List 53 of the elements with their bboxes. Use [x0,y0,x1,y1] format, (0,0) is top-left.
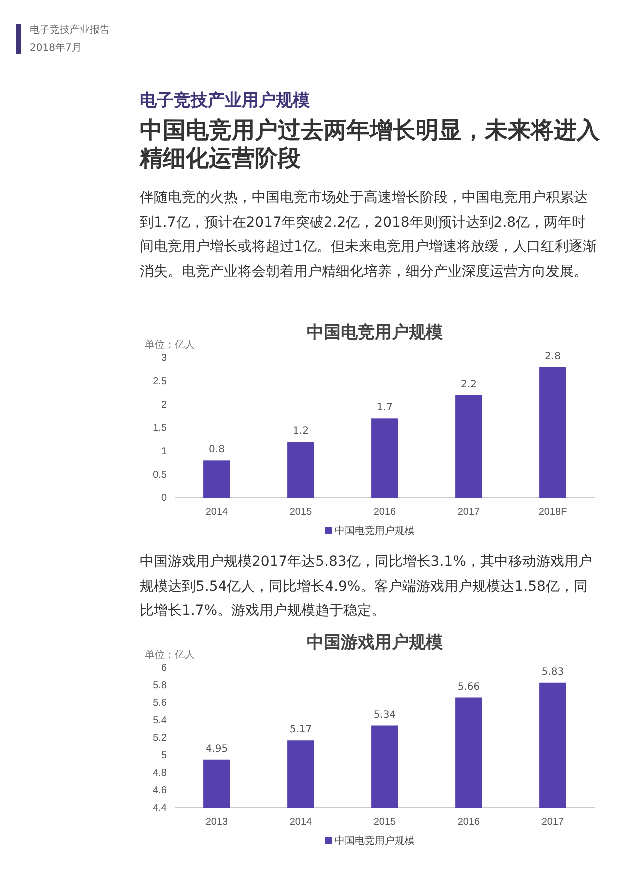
x-tick-label: 2017 [542,817,565,828]
x-tick-label: 2015 [374,817,397,828]
data-label: 5.34 [374,710,396,721]
chart-title: 中国电竞用户规模 [307,323,443,343]
text: 电子竞技产业用户规模 [140,90,311,112]
y-tick-label: 5.8 [153,680,168,692]
x-tick-label: 2013 [206,817,229,828]
x-tick-label: 2014 [206,507,229,518]
x-tick-label: 2017 [458,507,481,518]
text: 2018年7月 [30,42,83,55]
y-axis-title: 单位：亿人 [145,649,195,661]
x-tick-label: 2016 [374,507,397,518]
y-tick-label: 2.5 [153,376,168,388]
y-axis-title: 单位：亿人 [145,339,195,351]
y-tick-label: 0 [161,493,168,504]
y-tick-label: 6 [161,663,168,674]
bar [204,460,230,498]
y-tick-label: 5 [161,750,168,762]
y-tick-label: 1 [161,446,168,458]
data-label: 4.95 [206,744,228,755]
bar [456,395,482,498]
data-label: 5.17 [290,724,312,736]
data-label: 5.83 [542,666,564,678]
data-label: 0.8 [209,444,225,456]
bar [372,418,398,498]
y-tick-label: 0.5 [153,470,168,481]
y-tick-label: 5.4 [153,716,168,727]
x-tick-label: 2015 [290,507,313,518]
x-tick-label: 2016 [458,817,481,828]
text: 电子竞技产业报告 [30,24,111,37]
y-tick-label: 3 [161,353,168,364]
legend-label: 中国电竞用户规模 [335,525,415,537]
bar [288,442,314,498]
y-tick-label: 5.2 [153,733,168,744]
y-tick-label: 1.5 [153,423,168,434]
data-label: 5.66 [458,682,480,693]
text: 中国游戏用户规模2017年达5.83亿，同比增长3.1%，其中移动游戏用户规模达到5.54亿人，同比增长4.9%。客户端游戏用户规模达1.58亿，同比增长1.7%。游戏用户规模趋于稳定。 [140,553,594,621]
data-label: 2.2 [461,379,477,390]
data-label: 1.2 [293,426,309,437]
x-tick-label: 2018F [538,507,568,518]
y-tick-label: 4.8 [153,768,168,780]
text: 伴随电竞的火热，中国电竞市场处于高速增长阶段，中国电竞用户积累达到1.7亿，预计在2017年突破2.2亿，2018年则预计达到2.8亿，两年时间电竞用户增长或将超过1亿。但未来电竞用户增速将放缓，人口红利逐渐消失。电竞产业将会朝着用户精细化培养，细分产业深度运营方向发展。 [140,189,598,282]
legend-label: 中国电竞用户规模 [335,835,415,847]
y-tick-label: 5.6 [153,698,168,710]
y-tick-label: 2 [161,400,168,411]
chart-title: 中国游戏用户规模 [307,633,443,653]
data-label: 1.7 [377,402,393,414]
y-tick-label: 4.6 [153,786,168,797]
y-tick-label: 4.4 [153,803,168,814]
bar [540,367,566,498]
text: 中国电竞用户过去两年增长明显，未来将进入精细化运营阶段 [140,118,600,174]
x-tick-label: 2014 [290,817,313,828]
data-label: 2.8 [545,351,561,362]
